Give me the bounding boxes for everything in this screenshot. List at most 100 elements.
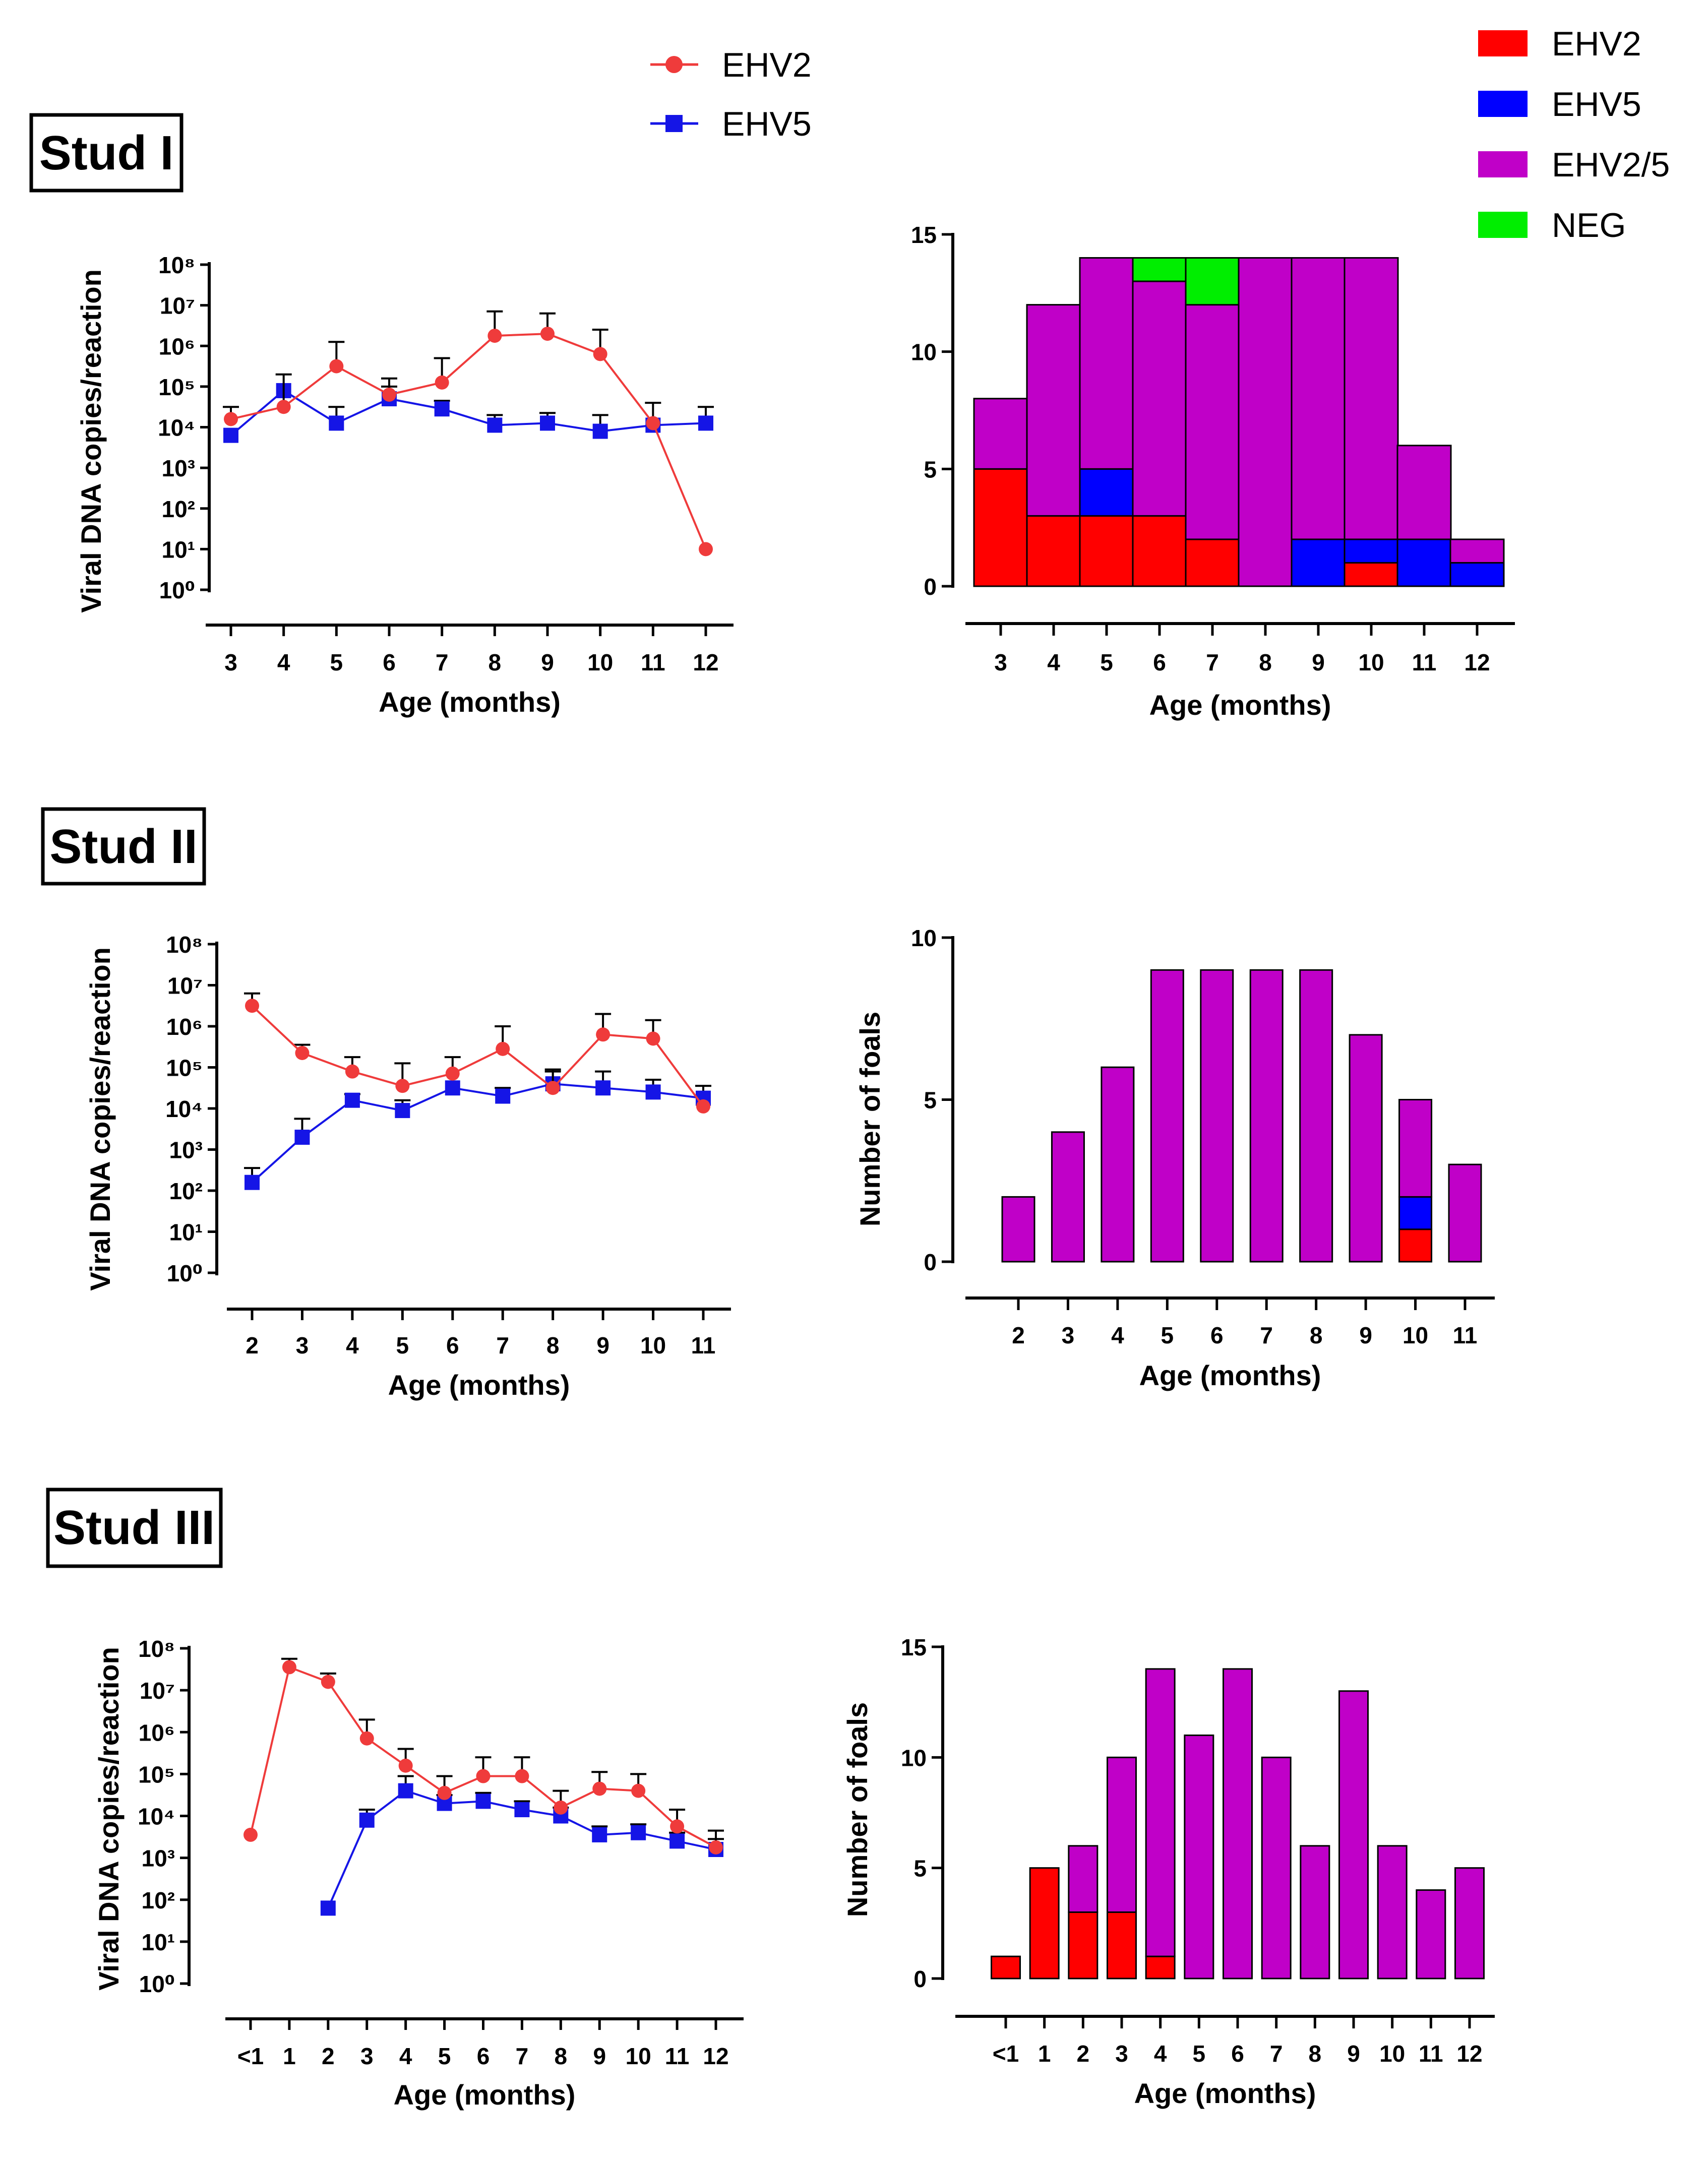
ehv2-point xyxy=(224,412,238,426)
ehv5-point xyxy=(631,1825,646,1840)
x-tick-label: 8 xyxy=(555,2043,568,2069)
x-tick-label: 11 xyxy=(1412,649,1437,675)
x-tick-label: 11 xyxy=(1419,2041,1443,2067)
bar-ehv2-5 xyxy=(1150,969,1184,1263)
bar-ehv2-5 xyxy=(1200,969,1234,1263)
x-tick-label: 11 xyxy=(1453,1322,1478,1348)
x-tick-label: 3 xyxy=(224,649,237,675)
x-axis-label: Age (months) xyxy=(1134,2077,1316,2109)
ehv5-point xyxy=(445,1080,460,1096)
ehv2-point xyxy=(395,1079,410,1093)
x-axis-label: Age (months) xyxy=(394,2079,576,2111)
ehv5-point xyxy=(398,1783,413,1799)
ehv5-point xyxy=(320,1900,336,1916)
stud-box-frame xyxy=(29,113,184,193)
bar-ehv2-5 xyxy=(1291,257,1346,540)
bar-ehv2 xyxy=(991,1955,1021,1980)
y-tick-label: 10⁴ xyxy=(165,1096,203,1122)
bar-ehv2-5 xyxy=(1344,257,1399,540)
x-tick-label: 3 xyxy=(994,649,1007,675)
ehv5-series-line xyxy=(230,389,706,437)
y-tick-label: 10⁷ xyxy=(160,293,195,319)
legend-color-swatch xyxy=(1478,151,1528,177)
ehv5-point xyxy=(359,1812,375,1828)
ehv2-point xyxy=(282,1660,296,1675)
x-tick-label: 6 xyxy=(1231,2041,1244,2067)
legend-label: EHV5 xyxy=(1552,85,1641,123)
ehv2-point xyxy=(696,1099,710,1114)
ehv2-point xyxy=(545,1081,560,1095)
stud-box-frame xyxy=(46,1488,223,1568)
y-tick-label: 10⁴ xyxy=(158,415,195,441)
legend-square-marker xyxy=(665,115,683,132)
x-axis-label: Age (months) xyxy=(1149,689,1331,721)
bar-ehv5 xyxy=(1398,1196,1433,1230)
x-tick-label: 2 xyxy=(1012,1322,1025,1348)
x-tick-label: 6 xyxy=(383,649,396,675)
ehv2-point xyxy=(670,1819,685,1834)
x-tick-label: 9 xyxy=(596,1332,609,1358)
ehv5-point xyxy=(434,401,450,417)
bar-ehv2 xyxy=(1185,538,1240,587)
line-chart-stud-ii: 10⁰ 10¹ 10² 10³ 10⁴ 10⁵ 10⁶ 10⁷ 10⁸ 2 3 4 5 6 7 8 9 10 11 A… xyxy=(84,932,731,1401)
x-tick-label: 9 xyxy=(541,649,554,675)
bar-ehv2 xyxy=(1145,1955,1176,1980)
y-tick-label: 10⁸ xyxy=(166,932,203,958)
bar-ehv2-5 xyxy=(1001,1196,1035,1263)
x-tick-label: 4 xyxy=(346,1332,359,1358)
ehv2-point xyxy=(276,400,291,414)
legend-color-swatch xyxy=(1478,91,1528,117)
y-tick-label: 10¹ xyxy=(162,536,195,563)
x-tick-label: 9 xyxy=(1312,649,1325,675)
y-tick-label: 10⁷ xyxy=(167,973,203,999)
ehv5-point xyxy=(592,423,608,439)
y-tick-label: 15 xyxy=(901,1634,927,1660)
y-tick-label: 5 xyxy=(924,1087,937,1114)
x-tick-label: 7 xyxy=(1206,649,1219,675)
ehv5-point xyxy=(245,1175,260,1190)
ehv5-point xyxy=(475,1794,491,1809)
y-tick-label: 10³ xyxy=(162,455,195,481)
ehv2-point xyxy=(540,327,555,341)
bar-chart-stud-i: 0 5 10 15 3 4 5 6 7 8 9 10 11 12 Age (months) xyxy=(911,222,1515,721)
bar-ehv5 xyxy=(1449,562,1505,587)
bar-ehv5 xyxy=(1344,538,1399,564)
stud-box-frame xyxy=(41,807,206,886)
bar-ehv5 xyxy=(1396,538,1452,587)
x-axis-label: Age (months) xyxy=(379,686,561,718)
ehv2-point xyxy=(596,1027,611,1042)
x-tick-label: 3 xyxy=(360,2043,374,2069)
ehv2-point xyxy=(476,1769,491,1783)
ehv2-point xyxy=(554,1800,568,1815)
ehv2-point xyxy=(593,347,607,361)
bar-ehv2-5 xyxy=(1299,969,1333,1263)
legend-label: EHV2 xyxy=(722,46,812,84)
x-tick-label: 10 xyxy=(1379,2041,1405,2067)
x-axis-label: Age (months) xyxy=(1139,1360,1321,1391)
x-tick-label: 9 xyxy=(1359,1322,1372,1348)
bar-ehv2-5 xyxy=(1377,1845,1408,1980)
bar-ehv2-5 xyxy=(1068,1845,1099,1913)
x-tick-label: 4 xyxy=(1047,649,1060,675)
y-tick-label: 10⁰ xyxy=(139,1971,175,1997)
ehv5-point xyxy=(294,1130,310,1145)
stud-title-box: Stud III xyxy=(46,1488,223,1568)
x-tick-label: 5 xyxy=(396,1332,409,1358)
y-tick-label: 10⁵ xyxy=(138,1761,175,1787)
x-tick-label: 2 xyxy=(1077,2041,1090,2067)
ehv5-point xyxy=(487,417,503,433)
x-tick-label: 11 xyxy=(665,2043,690,2069)
x-tick-label: 3 xyxy=(1062,1322,1075,1348)
ehv2-point xyxy=(359,1731,374,1746)
x-tick-label: 7 xyxy=(1260,1322,1273,1348)
ehv2-point xyxy=(382,388,396,402)
x-tick-label: 2 xyxy=(246,1332,259,1358)
y-tick-label: 10⁸ xyxy=(158,252,195,278)
ehv5-point xyxy=(669,1833,685,1849)
y-tick-label: 10⁷ xyxy=(140,1678,175,1704)
x-tick-label: 8 xyxy=(489,649,502,675)
y-tick-label: 10¹ xyxy=(169,1219,203,1246)
x-tick-label: 6 xyxy=(446,1332,459,1358)
bar-neg xyxy=(1132,257,1187,282)
